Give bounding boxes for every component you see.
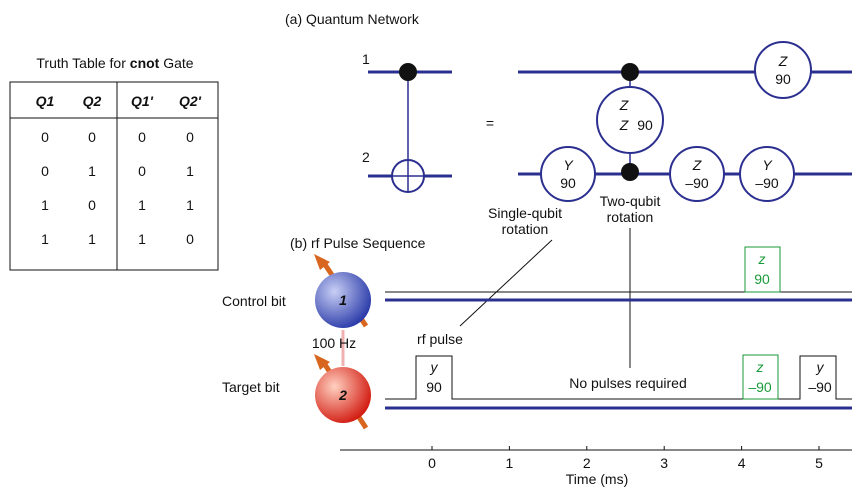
leader: [460, 240, 552, 326]
table-body: Q1 Q2 Q1' Q2' 0 0 0 0 0 1 0 1 1 0 1 1 1 1 1 0: [36, 93, 202, 247]
gate-axis: Z: [692, 157, 702, 173]
figure: Truth Table for cnot Gate Q1 Q2 Q1' Q2' 0 0 0 0…: [0, 0, 862, 491]
pulse-axis: z: [758, 251, 766, 267]
no-pulses: No pulses required: [569, 375, 687, 391]
title-part: Truth Table for: [36, 55, 129, 71]
table-cell: 0: [88, 129, 96, 145]
gate: [541, 147, 595, 201]
title-bold: cnot: [130, 55, 160, 71]
qubit-label: 2: [362, 149, 370, 165]
table-cell: 1: [88, 231, 96, 247]
gate-angle: –90: [685, 175, 709, 191]
pulse-axis: y: [816, 359, 825, 375]
table-cell: 0: [41, 163, 49, 179]
spin-label: 2: [338, 387, 347, 403]
coupling: 100 Hz: [312, 335, 356, 351]
pulse-angle: 90: [754, 271, 770, 287]
spin-label: 1: [339, 292, 347, 308]
table-cell: 0: [41, 129, 49, 145]
tick-label: 1: [506, 455, 514, 471]
gate-axis: Z: [619, 97, 629, 113]
gate: [740, 147, 794, 201]
note: Single-qubit: [488, 205, 562, 221]
body: Truth Table for cnot Gate Q1 Q2 Q1' Q2' 0 0 0 0…: [0, 0, 862, 491]
target-label: Target bit: [222, 379, 280, 395]
gate: [755, 42, 811, 98]
table-cell: 1: [186, 197, 194, 213]
gate-axis: Z: [619, 117, 629, 133]
tick-label: 0: [428, 455, 436, 471]
pulse-axis: y: [430, 359, 439, 375]
table-title: Truth Table for cnot Gate: [36, 55, 193, 71]
tick-label: 3: [660, 455, 668, 471]
table-cell: 1: [138, 197, 146, 213]
table-cell: 0: [186, 231, 194, 247]
gate-angle: –90: [755, 175, 779, 191]
tick-label: 5: [815, 455, 823, 471]
page: cnot gate {"truth_table": {"title": {"pr…: [0, 0, 862, 491]
tick-label: 2: [583, 455, 591, 471]
time-label: Time (ms): [566, 471, 628, 487]
equals: =: [486, 115, 494, 131]
table-cell: 1: [88, 163, 96, 179]
pulse-axis: z: [756, 359, 764, 375]
rf-pulse-label: rf pulse: [417, 331, 463, 347]
dot: [621, 163, 639, 181]
table-header: Q2': [179, 93, 202, 109]
control-label: Control bit: [222, 293, 286, 309]
table-cell: 0: [88, 197, 96, 213]
table-cell: 1: [138, 231, 146, 247]
note: rotation: [607, 209, 654, 225]
table-cell: 0: [138, 163, 146, 179]
control-dot: [399, 63, 417, 81]
pulse-angle: –90: [808, 379, 832, 395]
network-title: (a) Quantum Network: [285, 11, 420, 27]
gate: [670, 147, 724, 201]
table-header: Q2: [83, 93, 102, 109]
note: rotation: [502, 221, 549, 237]
gate: [597, 87, 663, 153]
pulse-title: (b) rf Pulse Sequence: [290, 235, 426, 251]
gate-angle: 90: [560, 175, 576, 191]
pulse-angle: 90: [426, 379, 442, 395]
dot: [621, 63, 639, 81]
gate-angle: 90: [775, 71, 791, 87]
table-cell: 0: [186, 129, 194, 145]
table-header: Q1': [131, 93, 154, 109]
tick-label: 4: [738, 455, 746, 471]
table-cell: 1: [41, 197, 49, 213]
title-part: Gate: [159, 55, 193, 71]
table-cell: 0: [138, 129, 146, 145]
gate-angle: 90: [637, 117, 653, 133]
gate-axis: Z: [778, 53, 788, 69]
note: Two-qubit: [600, 193, 661, 209]
pulse-angle: –90: [748, 379, 772, 395]
table-cell: 1: [41, 231, 49, 247]
table-header: Q1: [36, 93, 55, 109]
table-cell: 1: [186, 163, 194, 179]
qubit-label: 1: [362, 51, 370, 67]
